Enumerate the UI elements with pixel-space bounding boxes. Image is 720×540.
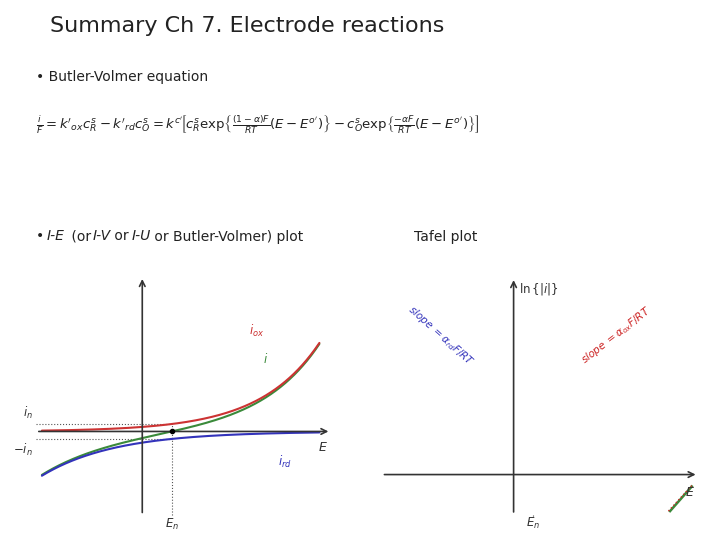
Text: •: • bbox=[36, 230, 49, 244]
Text: slope $= \alpha_{rd}F/RT$: slope $= \alpha_{rd}F/RT$ bbox=[405, 302, 477, 369]
Text: • Butler-Volmer equation: • Butler-Volmer equation bbox=[36, 70, 208, 84]
Text: $-i_n$: $-i_n$ bbox=[13, 442, 33, 458]
Text: $i_n$: $i_n$ bbox=[23, 405, 33, 421]
Text: $\frac{i}{F} = k'_{ox}c^s_R - k'_{rd}c^s_O = k^{c'}\!\left[c^s_R \exp\!\left\{\f: $\frac{i}{F} = k'_{ox}c^s_R - k'_{rd}c^s… bbox=[36, 113, 480, 136]
Text: I-E: I-E bbox=[47, 230, 65, 244]
Text: or Butler-Volmer) plot: or Butler-Volmer) plot bbox=[150, 230, 303, 244]
Text: $\ln\{|i|\}$: $\ln\{|i|\}$ bbox=[519, 281, 558, 297]
Text: I-U: I-U bbox=[132, 230, 151, 244]
Text: I-V: I-V bbox=[92, 230, 110, 244]
Text: slope $= \alpha_{ox}F/RT$: slope $= \alpha_{ox}F/RT$ bbox=[578, 304, 654, 367]
Text: Summary Ch 7. Electrode reactions: Summary Ch 7. Electrode reactions bbox=[50, 16, 445, 36]
Text: $E$: $E$ bbox=[685, 485, 695, 498]
Text: or: or bbox=[110, 230, 133, 244]
Text: $i_{rd}$: $i_{rd}$ bbox=[278, 454, 292, 470]
Text: $E_n$: $E_n$ bbox=[526, 516, 541, 531]
Text: Tafel plot: Tafel plot bbox=[414, 230, 477, 244]
Text: $E_n$: $E_n$ bbox=[165, 517, 179, 532]
Text: $i_{ox}$: $i_{ox}$ bbox=[248, 323, 264, 339]
Text: $E$: $E$ bbox=[318, 441, 328, 454]
Text: $i$: $i$ bbox=[264, 352, 269, 366]
Text: (or: (or bbox=[67, 230, 96, 244]
